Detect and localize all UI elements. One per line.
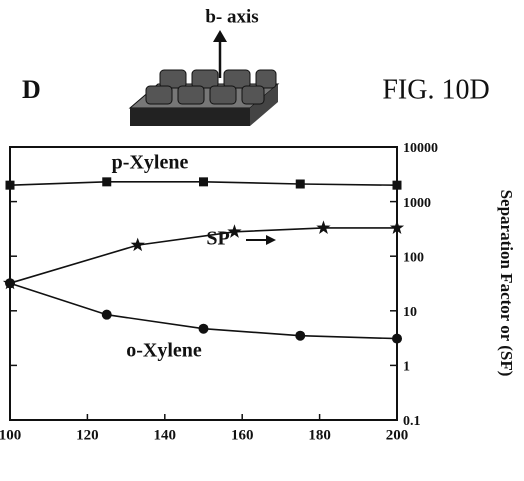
data-point xyxy=(5,180,15,190)
x-tick-label: 100 xyxy=(0,427,21,443)
y2-tick-label: 10 xyxy=(403,305,417,320)
data-point xyxy=(295,330,306,341)
series-label: p-Xylene xyxy=(112,152,189,174)
x-tick-label: 160 xyxy=(231,427,254,443)
data-point xyxy=(130,237,145,252)
series-label: o-Xylene xyxy=(126,340,202,362)
plot-frame xyxy=(9,146,398,421)
sp-arrow xyxy=(246,235,276,245)
series-label: SP xyxy=(206,228,229,250)
data-point xyxy=(316,220,331,234)
y2-tick-label: 0.1 xyxy=(403,414,421,429)
y2-axis-label: Separation Factor or (SF) xyxy=(497,190,516,377)
data-point xyxy=(199,177,208,187)
x-tick-label: 120 xyxy=(76,427,99,443)
figure-label: FIG. 10D xyxy=(382,74,489,105)
x-tick-label: 140 xyxy=(154,427,177,443)
crystal-illustration xyxy=(128,30,280,126)
inset-label: b- axis xyxy=(205,6,258,27)
data-point xyxy=(101,309,112,320)
y2-tick-label: 10000 xyxy=(403,141,438,156)
x-tick-label: 180 xyxy=(308,427,331,443)
y2-tick-label: 1 xyxy=(403,360,410,375)
data-point xyxy=(389,220,405,234)
data-point xyxy=(5,278,15,289)
x-tick-label: 200 xyxy=(386,427,409,443)
y2-tick-label: 1000 xyxy=(403,196,431,211)
series-line xyxy=(9,227,397,284)
y2-tick-label: 100 xyxy=(403,250,424,265)
data-point xyxy=(392,333,402,344)
data-point xyxy=(295,179,305,189)
data-point xyxy=(102,177,112,187)
data-point xyxy=(198,323,209,334)
data-point xyxy=(392,180,402,190)
data-point xyxy=(227,224,242,238)
panel-label: D xyxy=(22,75,41,104)
